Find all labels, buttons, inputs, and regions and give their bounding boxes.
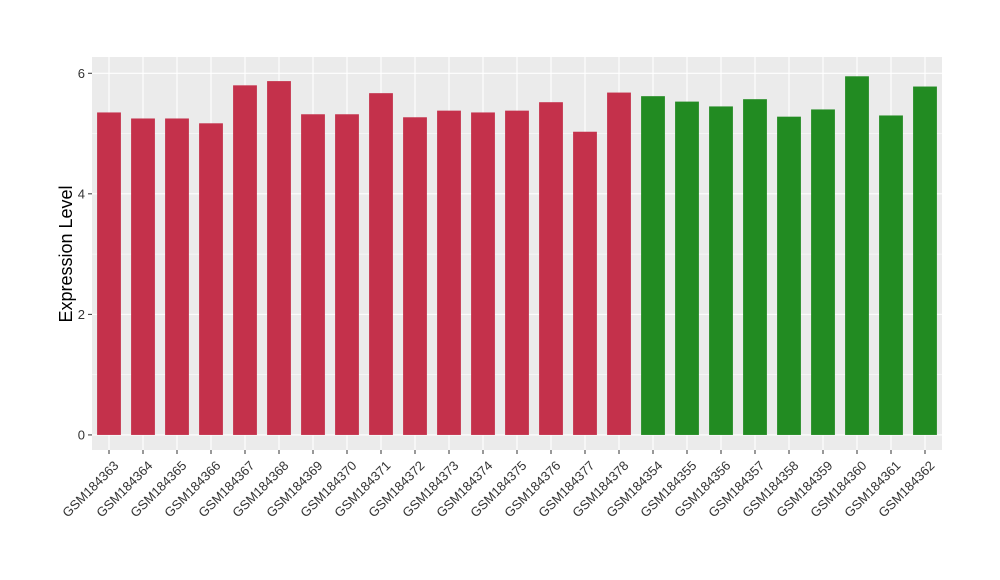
bar xyxy=(369,93,393,435)
bar xyxy=(165,118,189,435)
y-tick-label: 0 xyxy=(78,427,85,442)
bar xyxy=(539,102,563,435)
bar xyxy=(675,101,699,435)
bar xyxy=(471,112,495,435)
bar xyxy=(437,110,461,435)
y-tick-label: 2 xyxy=(78,307,85,322)
bar xyxy=(607,92,631,435)
y-axis: 0 2 4 6 xyxy=(78,66,92,442)
x-axis: GSM184363GSM184364GSM184365GSM184366GSM1… xyxy=(59,450,938,520)
bar xyxy=(267,81,291,435)
bar xyxy=(913,86,937,435)
y-tick-label: 4 xyxy=(78,186,85,201)
bar xyxy=(505,110,529,435)
bars xyxy=(97,76,937,435)
bar xyxy=(199,123,223,435)
bar xyxy=(709,106,733,435)
bar xyxy=(403,117,427,435)
bar xyxy=(777,116,801,435)
bar xyxy=(743,99,767,435)
y-tick-label: 6 xyxy=(78,66,85,81)
bar xyxy=(97,112,121,435)
y-axis-title: Expression Level xyxy=(56,185,76,322)
bar xyxy=(573,131,597,435)
bar xyxy=(335,114,359,435)
bar xyxy=(233,85,257,435)
bar xyxy=(131,118,155,435)
bar xyxy=(301,114,325,435)
bar xyxy=(845,76,869,435)
bar xyxy=(641,96,665,435)
bar xyxy=(811,109,835,435)
bar xyxy=(879,115,903,435)
